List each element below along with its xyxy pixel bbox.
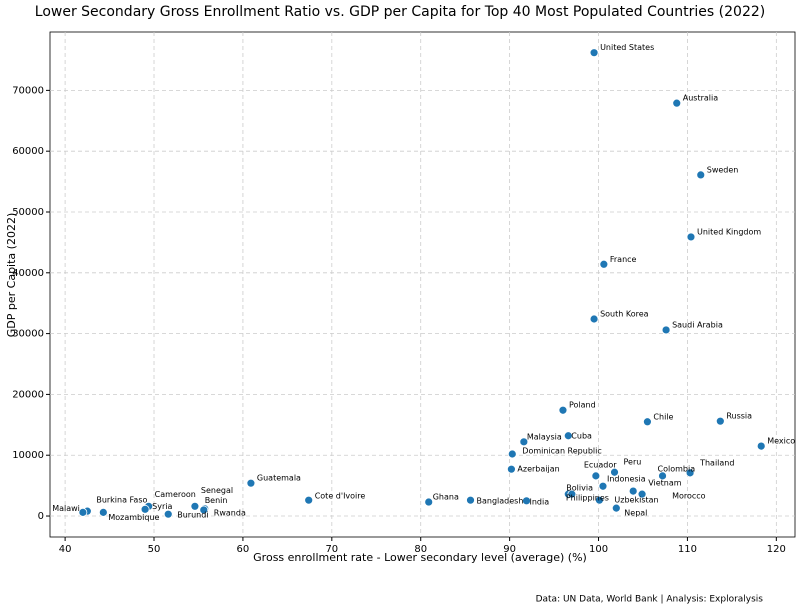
point-label: Bolivia xyxy=(566,484,593,493)
data-point xyxy=(589,48,599,58)
data-point xyxy=(519,437,529,447)
point-label: Azerbaijan xyxy=(517,465,559,474)
data-point xyxy=(424,497,434,507)
point-label: Guatemala xyxy=(257,474,301,483)
point-label: Burundi xyxy=(177,511,208,520)
point-label: Poland xyxy=(569,401,596,410)
point-label: Thailand xyxy=(699,458,734,467)
y-tick-label: 0 xyxy=(38,511,44,522)
point-label: Vietnam xyxy=(648,479,682,488)
data-point xyxy=(715,416,725,426)
data-point xyxy=(595,495,604,505)
data-point xyxy=(643,417,652,427)
data-point xyxy=(466,495,475,505)
x-tick-label: 120 xyxy=(767,544,786,555)
data-point xyxy=(661,325,671,335)
x-tick-label: 40 xyxy=(59,544,72,555)
x-tick-label: 70 xyxy=(325,544,338,555)
point-label: South Korea xyxy=(600,310,649,319)
point-label: Chile xyxy=(653,412,673,421)
point-label: Indonesia xyxy=(607,475,646,484)
point-label: Cote d'Ivoire xyxy=(315,492,366,501)
data-point xyxy=(98,507,108,517)
y-tick-label: 50000 xyxy=(12,207,44,218)
data-point xyxy=(246,478,256,488)
point-label: Burkina Faso xyxy=(96,496,147,505)
x-tick-label: 80 xyxy=(414,544,427,555)
data-point xyxy=(163,509,173,519)
data-point xyxy=(78,507,88,517)
x-axis-label: Gross enrollment rate - Lower secondary … xyxy=(253,551,587,564)
data-point xyxy=(507,449,517,459)
data-point xyxy=(190,501,200,511)
point-label: Ecuador xyxy=(584,460,617,469)
data-point xyxy=(140,504,150,514)
data-point xyxy=(591,471,601,481)
y-tick-label: 40000 xyxy=(12,268,44,279)
data-point xyxy=(756,441,766,451)
data-point xyxy=(558,405,568,415)
chart-title: Lower Secondary Gross Enrollment Ratio v… xyxy=(35,4,765,20)
data-point xyxy=(672,98,682,108)
point-label: Colombia xyxy=(658,464,696,473)
data-point xyxy=(637,489,647,499)
point-label: Russia xyxy=(726,412,752,421)
y-tick-label: 70000 xyxy=(12,85,44,96)
data-point xyxy=(507,464,516,474)
data-point xyxy=(685,468,695,478)
data-point xyxy=(686,232,696,242)
point-label: France xyxy=(610,255,637,264)
data-point xyxy=(563,431,573,441)
point-label: Peru xyxy=(624,458,642,467)
point-label: Dominican Republic xyxy=(522,446,601,455)
point-label: Saudi Arabia xyxy=(672,320,723,329)
point-label: Benin xyxy=(205,496,228,505)
x-tick-label: 90 xyxy=(503,544,516,555)
data-point xyxy=(589,314,599,324)
data-point xyxy=(304,495,314,505)
data-point xyxy=(598,481,608,491)
point-label: Malaysia xyxy=(527,432,562,441)
point-label: Ghana xyxy=(433,493,459,502)
data-point xyxy=(628,486,638,496)
point-label: Nepal xyxy=(624,509,647,518)
x-tick-label: 50 xyxy=(148,544,161,555)
point-label: Bangladesh xyxy=(477,497,524,506)
data-point xyxy=(567,489,577,499)
point-label: United States xyxy=(600,43,654,52)
point-label: India xyxy=(530,497,550,506)
point-label: United Kingdom xyxy=(697,227,761,236)
plot-frame xyxy=(49,31,796,538)
data-point xyxy=(658,471,667,481)
data-point xyxy=(610,467,619,477)
point-label: Rwanda xyxy=(214,508,246,517)
point-label: Senegal xyxy=(201,486,233,495)
point-label: Cuba xyxy=(571,431,592,440)
data-point xyxy=(522,496,531,506)
point-label: Australia xyxy=(683,94,718,103)
point-label: Uzbekistan xyxy=(614,496,658,505)
data-point xyxy=(199,505,209,515)
point-label: Cameroon xyxy=(155,490,196,499)
data-point xyxy=(599,259,609,269)
y-tick-label: 30000 xyxy=(12,329,44,340)
y-axis-label: GDP per Capita (2022) xyxy=(5,213,18,337)
y-tick-label: 10000 xyxy=(12,450,44,461)
data-point xyxy=(696,170,706,180)
y-tick-label: 60000 xyxy=(12,146,44,157)
source-note: Data: UN Data, World Bank | Analysis: Ex… xyxy=(536,595,764,605)
point-label: Malawi xyxy=(52,504,80,513)
point-label: Sweden xyxy=(707,165,739,174)
point-label: Mexico xyxy=(767,437,795,446)
point-label: Morocco xyxy=(672,492,706,501)
point-label: Philippines xyxy=(566,494,609,503)
x-tick-label: 60 xyxy=(237,544,250,555)
x-tick-label: 110 xyxy=(678,544,697,555)
point-label: Syria xyxy=(152,502,172,511)
y-tick-label: 20000 xyxy=(12,389,44,400)
x-tick-label: 100 xyxy=(589,544,608,555)
point-label: Mozambique xyxy=(108,513,159,522)
data-point xyxy=(611,503,621,513)
